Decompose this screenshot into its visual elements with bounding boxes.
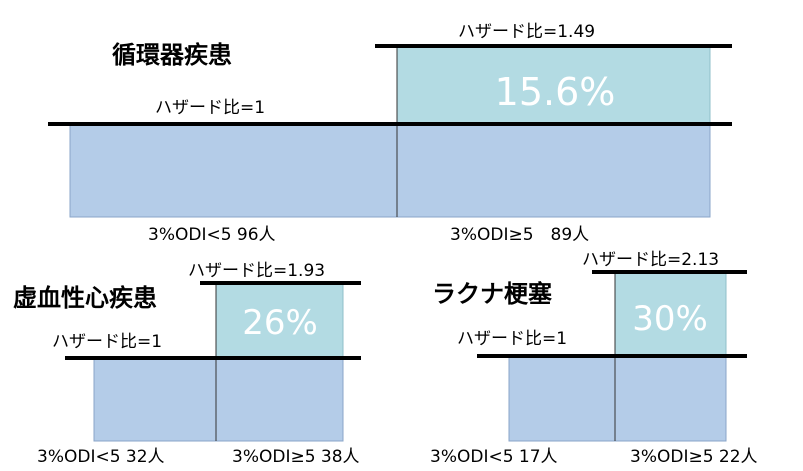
- category-label: 3%ODI<5 32人: [37, 447, 165, 467]
- hazard-ratio-label: ハザード比=1: [52, 332, 162, 352]
- hazard-ratio-label: ハザード比=1.49: [458, 22, 595, 42]
- bar-base-1: [396, 123, 711, 218]
- hazard-ratio-label: ハザード比=2.13: [582, 250, 719, 270]
- category-label: 3%ODI≥5 38人: [232, 447, 360, 467]
- hazard-ratio-label: ハザード比=1.93: [188, 261, 325, 281]
- bar-base-0: [69, 123, 398, 218]
- bar-base-1: [215, 357, 344, 442]
- category-label: 3%ODI≥5 89人: [450, 225, 589, 245]
- category-label: 3%ODI<5 17人: [430, 447, 558, 467]
- increase-label: 30%: [632, 299, 708, 339]
- panel-title: 虚血性心疾患: [13, 284, 157, 312]
- bar-increase: [614, 271, 727, 357]
- panel-title: ラクナ梗塞: [432, 280, 552, 308]
- bar-base-0: [508, 355, 616, 442]
- panel-title: 循環器疾患: [112, 41, 232, 69]
- hazard-ratio-label: ハザード比=1: [457, 329, 567, 349]
- category-label: 3%ODI≥5 22人: [630, 447, 758, 467]
- category-label: 3%ODI<5 96人: [148, 225, 276, 245]
- bar-increase: [396, 45, 711, 125]
- increase-label: 15.6%: [495, 70, 616, 114]
- increase-label: 26%: [242, 303, 318, 343]
- bar-base-0: [93, 357, 217, 442]
- hazard-ratio-label: ハザード比=1: [155, 98, 265, 118]
- bar-base-1: [614, 355, 727, 442]
